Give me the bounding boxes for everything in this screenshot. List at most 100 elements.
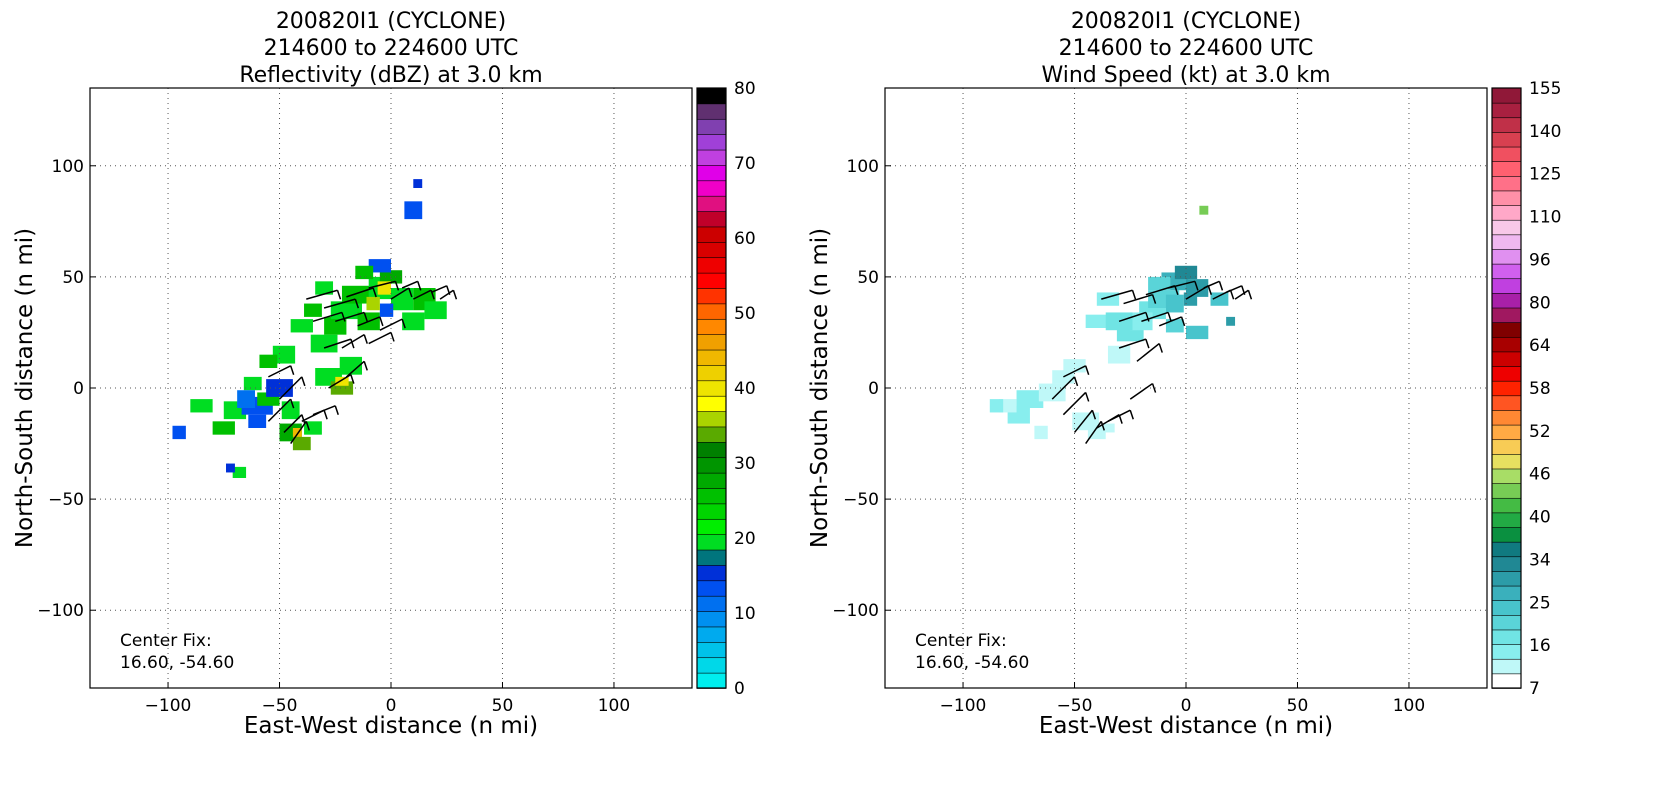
wind-barb-flag (394, 281, 400, 291)
colorbar-swatch (1491, 336, 1522, 353)
colorbar-label: 20 (734, 529, 756, 549)
colorbar-swatch (696, 487, 727, 505)
y-tick-label: −50 (843, 490, 879, 510)
wind-barb (1234, 289, 1249, 300)
colorbar-label: 96 (1529, 250, 1551, 270)
colorbar-swatch (1491, 585, 1522, 601)
wind-barb-flag (1247, 289, 1253, 300)
x-tick-label: 100 (598, 696, 630, 716)
wind-barb-flag (372, 287, 377, 298)
data-cell (1174, 265, 1198, 280)
colorbar-swatch (696, 272, 727, 289)
colorbar-label: 40 (734, 379, 756, 399)
colorbar-swatch (696, 256, 727, 274)
y-tick-label: 0 (73, 379, 84, 399)
wind-barb-flag (1194, 281, 1199, 291)
colorbar-swatch (1491, 541, 1522, 558)
colorbar-label: 16 (1529, 636, 1551, 656)
wind-barb-flag (323, 409, 328, 420)
wind-barb (412, 289, 432, 300)
colorbar-swatch (696, 472, 727, 489)
colorbar-swatch (696, 164, 727, 182)
colorbar-label: 80 (734, 79, 756, 99)
wind-barb-flag (334, 405, 339, 416)
data-cell (404, 201, 423, 220)
colorbar-label: 70 (734, 154, 756, 174)
colorbar-swatch (1491, 380, 1522, 397)
colorbar-swatch (1491, 438, 1522, 455)
y-tick-label: −100 (37, 601, 84, 621)
colorbar-swatch (696, 518, 727, 535)
wind-barb-flag (363, 334, 368, 344)
wind-barb-flag (341, 312, 346, 322)
wind-barb (268, 365, 292, 378)
colorbar-label: 58 (1529, 379, 1551, 399)
wind-barb (379, 318, 403, 331)
wind-barb (312, 405, 336, 416)
wind-barb (1123, 293, 1153, 305)
wind-barb-flag (305, 421, 310, 431)
colorbar-label: 60 (734, 229, 756, 249)
colorbar-swatch (696, 87, 727, 105)
data-cell (212, 421, 235, 435)
wind-barb-flag (1084, 392, 1090, 402)
wind-barb-flag (363, 361, 368, 371)
wind-barb (341, 334, 365, 349)
colorbar-label: 46 (1529, 465, 1551, 485)
wind-barb-flag (1158, 343, 1163, 353)
colorbar-swatch (696, 133, 727, 151)
data-cell (172, 425, 186, 440)
colorbar-swatch (1491, 497, 1522, 514)
colorbar-swatch (1491, 263, 1522, 280)
colorbar-swatch (1491, 526, 1522, 543)
data-cell (1148, 276, 1171, 291)
colorbar-swatch (1491, 453, 1522, 470)
data-cell (315, 281, 334, 295)
center-fix-annotation: Center Fix: (915, 631, 1007, 651)
x-tick-label: 0 (386, 696, 397, 716)
wind-barb-flag (1218, 281, 1224, 291)
colorbar-swatch (696, 149, 727, 166)
colorbar-label: 110 (1529, 208, 1561, 228)
data-cell (226, 463, 235, 473)
colorbar-label: 80 (1529, 293, 1551, 313)
colorbar-swatch (696, 503, 727, 520)
data-cell (330, 301, 363, 320)
data-cell (1085, 314, 1108, 328)
data-cell (190, 399, 213, 413)
data-cell (391, 288, 414, 311)
data-cell (304, 303, 322, 317)
colorbar-swatch (696, 118, 727, 135)
wind-barb (1107, 409, 1131, 423)
colorbar-swatch (1491, 175, 1522, 192)
y-tick-label: 50 (62, 268, 84, 288)
colorbar-swatch (1491, 468, 1522, 484)
colorbar-swatch (696, 641, 727, 659)
colorbar-label: 125 (1529, 165, 1561, 185)
data-cell (290, 319, 313, 333)
colorbar-label: 155 (1529, 79, 1561, 99)
wind-barb (1118, 311, 1147, 323)
wind-barb-flag (379, 316, 384, 327)
colorbar-label: 34 (1529, 550, 1551, 570)
colorbar-swatch (696, 595, 727, 612)
data-cell (366, 296, 380, 311)
wind-barb-flag (1145, 312, 1150, 322)
colorbar-swatch (696, 349, 727, 366)
colorbar-swatch (696, 226, 727, 243)
wind-barb-flag (1073, 376, 1079, 387)
colorbar-swatch (696, 195, 727, 212)
wind-barb (401, 280, 419, 289)
data-cell (413, 179, 423, 188)
x-tick-label: −100 (145, 696, 192, 716)
x-axis-label: East-West distance (n mi) (244, 713, 538, 739)
y-axis-label: North-South distance (n mi) (807, 228, 833, 548)
wind-barb-flag (1091, 409, 1097, 420)
x-tick-label: 0 (1181, 696, 1192, 716)
colorbar-swatch (696, 626, 727, 643)
colorbar-swatch (696, 672, 727, 689)
data-cell (335, 376, 349, 386)
wind-barb (1062, 391, 1087, 416)
data-cell (281, 401, 300, 420)
